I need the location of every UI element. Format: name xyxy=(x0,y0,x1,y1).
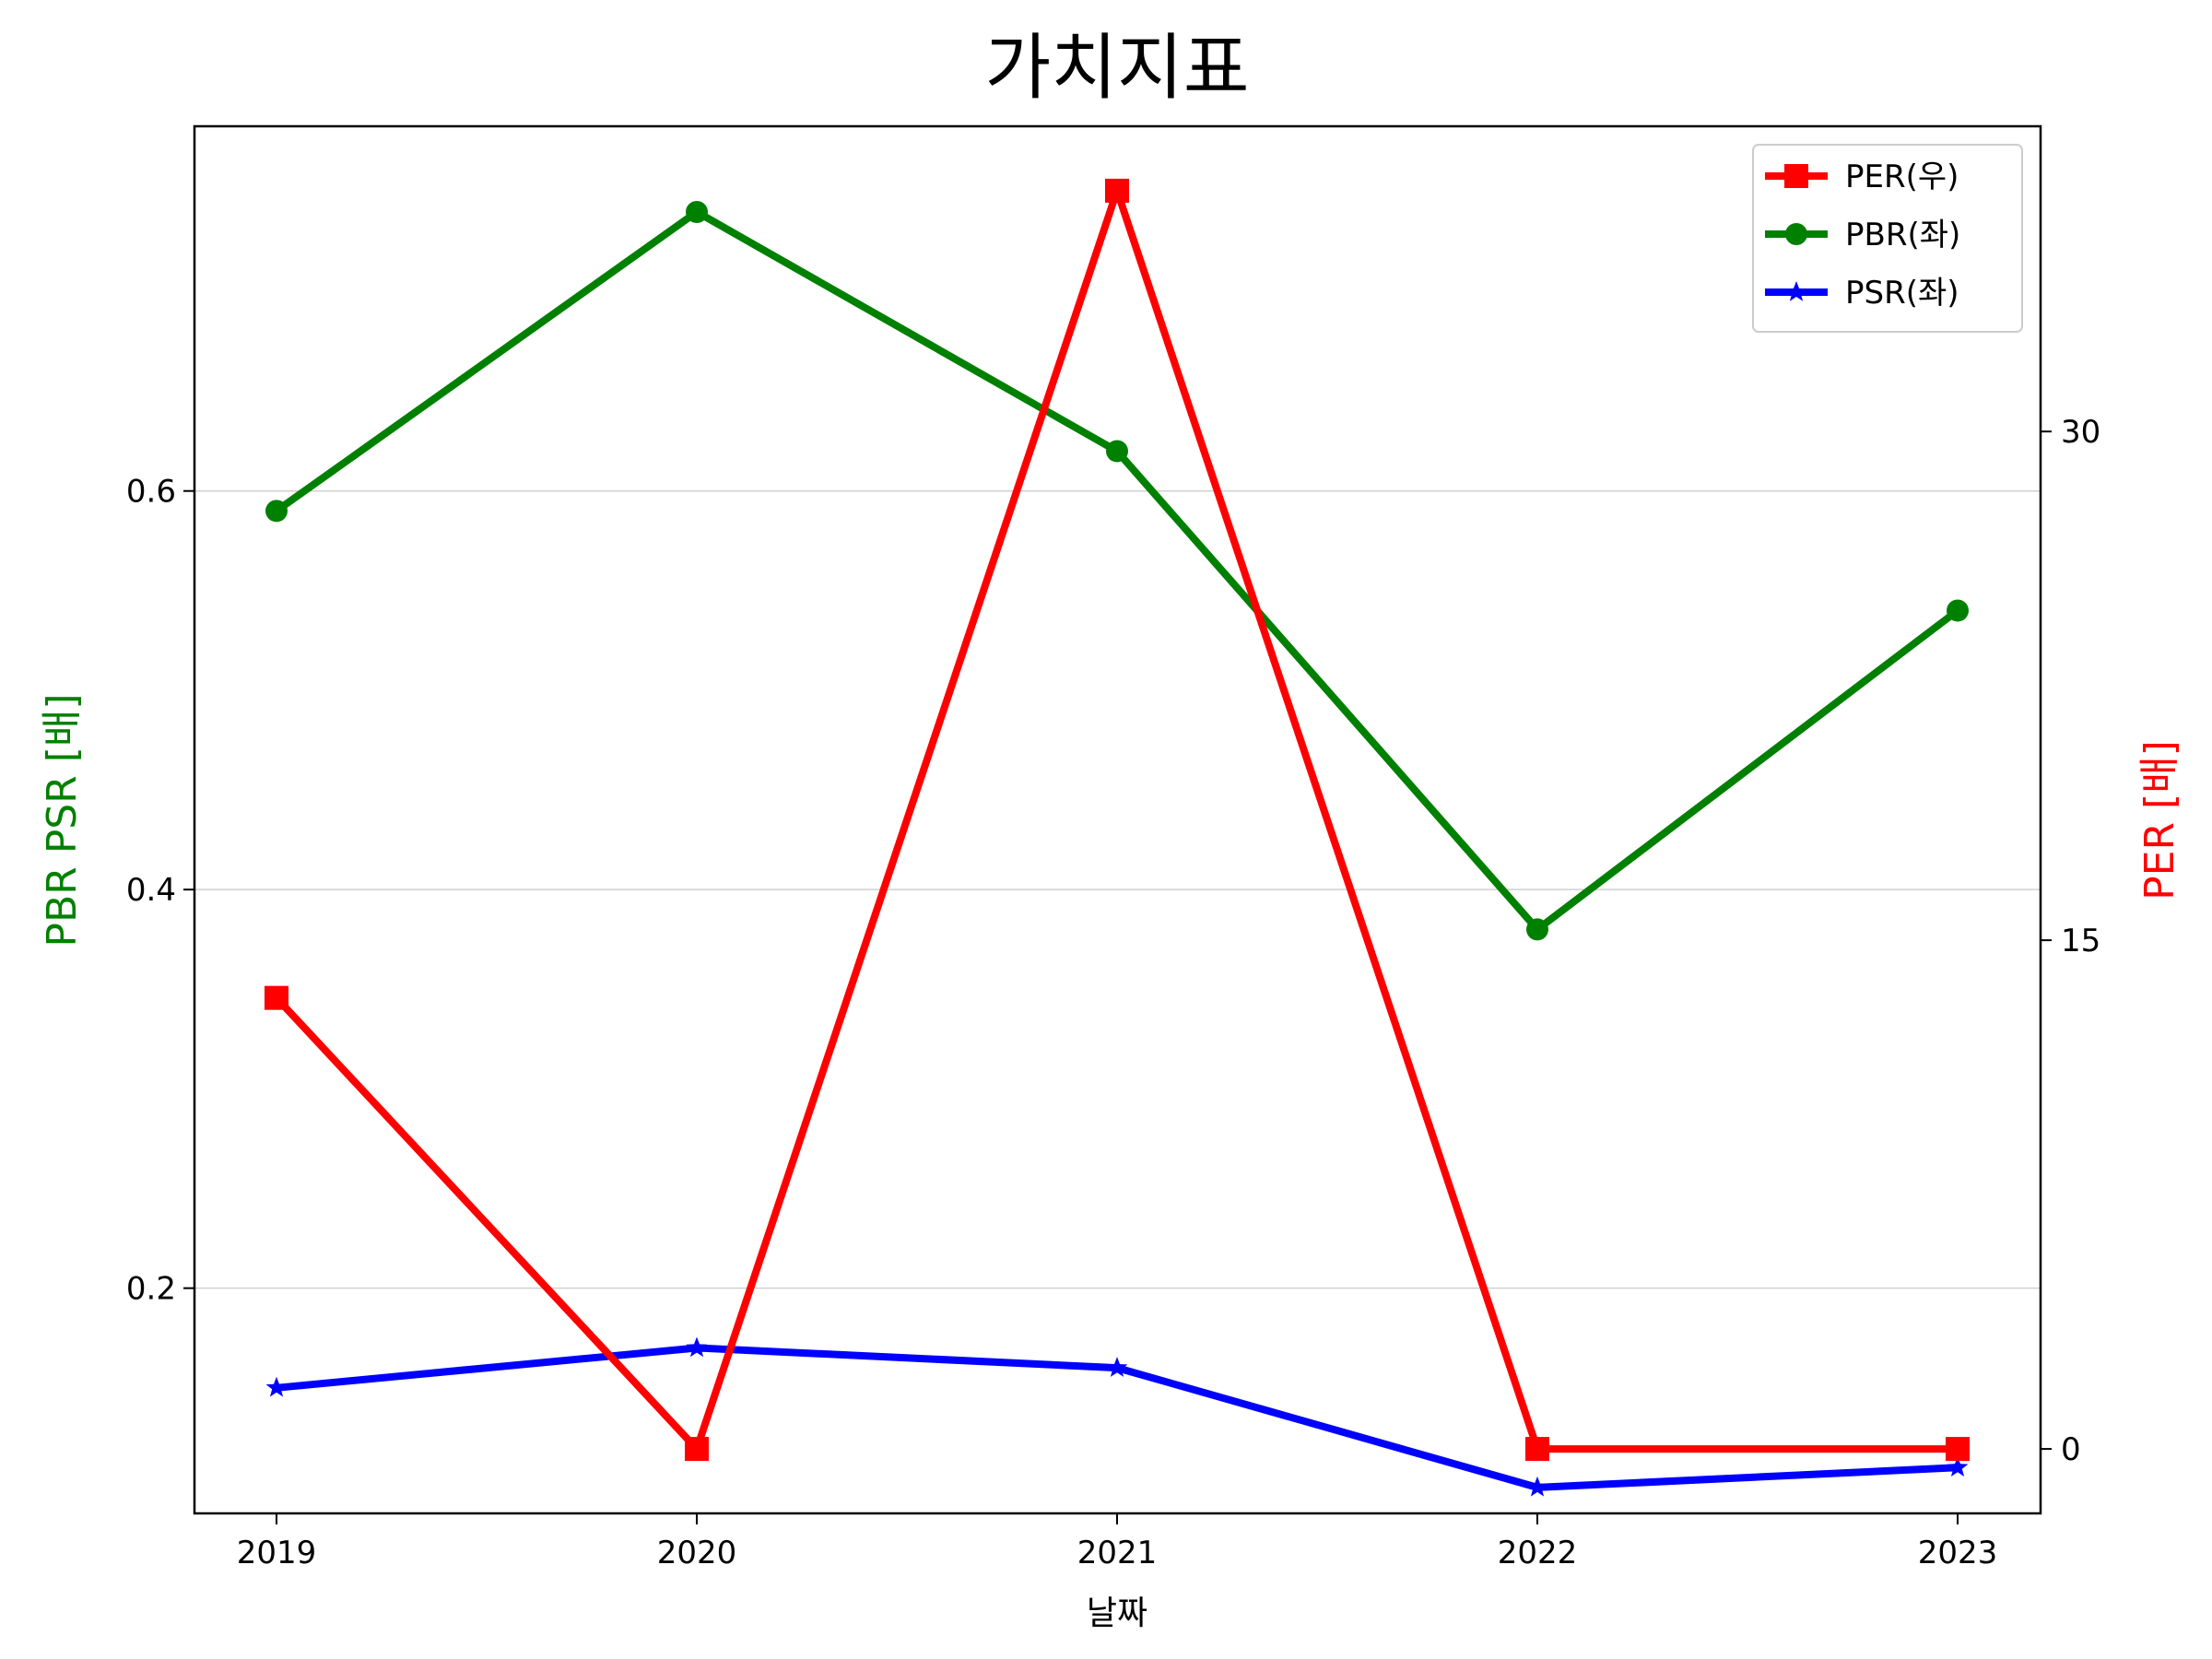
pbr-point xyxy=(1947,599,1969,622)
y-right-tick-label: 15 xyxy=(2061,923,2100,959)
psr-point xyxy=(265,1376,288,1397)
pbr-point xyxy=(686,200,708,223)
legend-label: PBR(좌) xyxy=(1845,217,1960,253)
legend-item-psr: PSR(좌) xyxy=(1765,275,1959,312)
grid xyxy=(194,489,2041,1289)
y-axis-right-label: PER [배] xyxy=(2136,740,2183,900)
series-pbr xyxy=(265,200,1969,941)
x-axis-label: 날짜 xyxy=(1087,1594,1147,1632)
pbr-point xyxy=(1526,918,1548,941)
legend-swatch-marker xyxy=(1784,164,1808,188)
y-left-tick-label: 0.2 xyxy=(126,1271,176,1308)
per-point xyxy=(685,1437,709,1462)
per-point xyxy=(1946,1437,1970,1462)
x-tick-label: 2023 xyxy=(1918,1535,1998,1571)
x-tick-label: 2022 xyxy=(1498,1535,1578,1571)
per-point xyxy=(1525,1437,1549,1462)
per-point xyxy=(1105,178,1129,203)
y-right-tick-label: 0 xyxy=(2061,1431,2081,1468)
axes: 0.2 0.4 0.6 0 15 30 2019 2020 2021 2022 2023 xyxy=(126,414,2100,1571)
legend-label: PER(우) xyxy=(1845,159,1959,195)
x-tick-label: 2021 xyxy=(1077,1535,1158,1571)
pbr-point xyxy=(1106,440,1128,463)
y-axis-left-label: PBR PSR [배] xyxy=(39,693,86,947)
x-tick-label: 2019 xyxy=(237,1535,317,1571)
legend-item-per: PER(우) xyxy=(1765,159,1959,195)
legend-label: PSR(좌) xyxy=(1845,275,1959,312)
y-left-tick-label: 0.6 xyxy=(126,474,176,511)
pbr-point xyxy=(265,500,288,523)
psr-point xyxy=(1947,1456,1969,1477)
y-left-tick-label: 0.4 xyxy=(126,872,176,909)
legend-swatch-marker xyxy=(1785,223,1807,245)
legend-item-pbr: PBR(좌) xyxy=(1765,217,1960,253)
y-right-tick-label: 30 xyxy=(2061,414,2100,451)
series-layer xyxy=(265,178,1970,1497)
legend-swatch-marker xyxy=(1785,281,1807,301)
legend-frame xyxy=(1752,144,2023,333)
psr-point xyxy=(1106,1357,1128,1377)
legend: PER(우) PBR(좌) PSR(좌) xyxy=(1752,144,2023,333)
per-point xyxy=(265,985,288,1010)
psr-point xyxy=(1526,1476,1548,1497)
psr-point xyxy=(686,1336,708,1358)
series-per xyxy=(265,178,1970,1462)
x-tick-label: 2020 xyxy=(657,1535,737,1571)
series-psr xyxy=(265,1336,1969,1497)
chart-title: 가치지표 xyxy=(984,27,1249,110)
